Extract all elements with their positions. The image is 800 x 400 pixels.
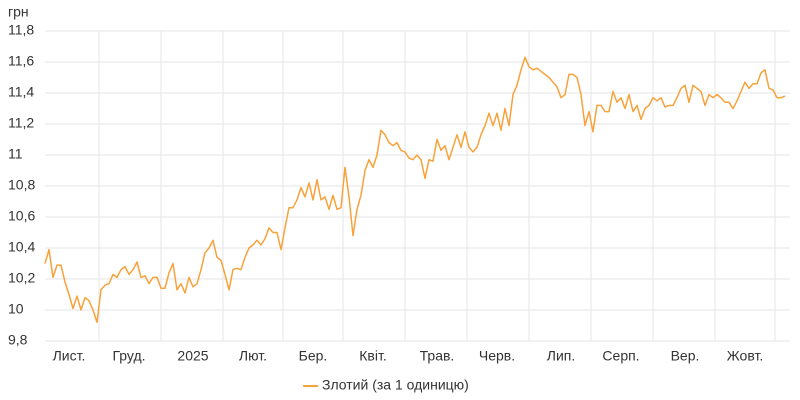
y-tick-label: 10,8 [8, 177, 35, 193]
x-tick-label: 2025 [177, 348, 208, 364]
y-tick-label: 10,6 [8, 208, 35, 224]
data-line [44, 56, 786, 324]
x-tick-label: Лип. [547, 348, 575, 364]
y-axis-label: грн [8, 4, 29, 20]
x-tick-label: Груд. [112, 348, 145, 364]
y-tick-label: 11,4 [8, 84, 34, 100]
y-tick-label: 9,8 [8, 332, 28, 348]
x-tick-label: Лют. [239, 348, 267, 364]
x-tick-label: Черв. [479, 348, 515, 364]
y-tick-label: 10,4 [8, 239, 35, 255]
x-tick-label: Трав. [420, 348, 455, 364]
y-tick-label: 10 [8, 301, 24, 317]
y-tick-label: 10,2 [8, 270, 35, 286]
x-tick-label: Бер. [299, 348, 328, 364]
y-tick-label: 11,8 [8, 22, 34, 38]
x-tick-label: Лист. [53, 348, 86, 364]
x-tick-label: Серп. [602, 348, 639, 364]
y-tick-label: 11,6 [8, 53, 34, 69]
x-tick-label: Вер. [671, 348, 700, 364]
y-tick-label: 11,2 [8, 115, 34, 131]
x-tick-label: Жовт. [727, 348, 763, 364]
y-tick-label: 11 [8, 146, 23, 162]
legend-label: Злотий (за 1 одиницю) [322, 377, 469, 393]
x-tick-label: Квіт. [359, 348, 386, 364]
